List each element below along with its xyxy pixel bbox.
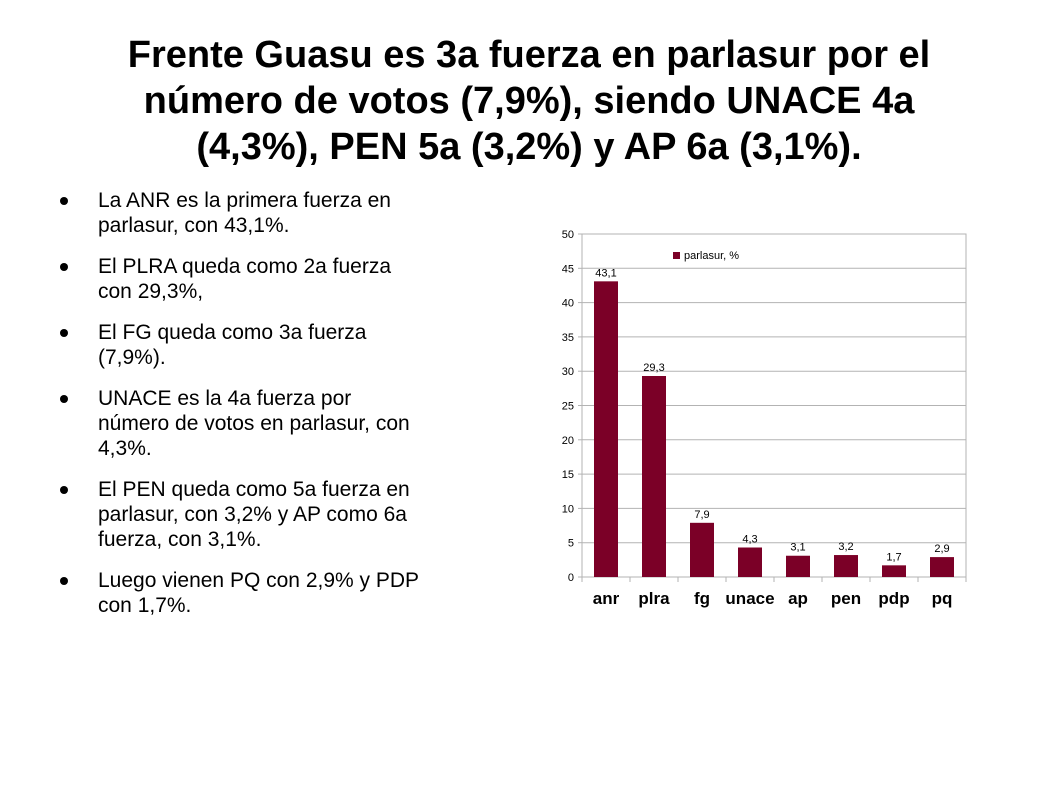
bar-unace [738, 547, 762, 577]
y-tick-label: 5 [568, 538, 574, 550]
data-label-pen: 3,2 [838, 541, 853, 553]
y-tick-label: 35 [562, 332, 574, 344]
bullet-text: El FG queda como 3a fuerza (7,9%). [98, 321, 367, 369]
y-tick-label: 30 [562, 366, 574, 378]
bar-pen [834, 555, 858, 577]
bullet-item: UNACE es la 4a fuerza por número de voto… [60, 386, 520, 461]
bullet-dot-icon [60, 329, 68, 337]
bar-pdp [882, 565, 906, 577]
data-label-anr: 43,1 [595, 267, 616, 279]
bar-anr [594, 281, 618, 577]
data-label-pq: 2,9 [934, 543, 949, 555]
data-label-unace: 4,3 [742, 534, 757, 546]
bullet-dot-icon [60, 486, 68, 494]
y-tick-label: 15 [562, 469, 574, 481]
bullet-list: La ANR es la primera fuerza en parlasur,… [60, 188, 520, 634]
bullet-dot-icon [60, 577, 68, 585]
data-label-pdp: 1,7 [886, 551, 901, 563]
bullet-item: La ANR es la primera fuerza en parlasur,… [60, 188, 520, 238]
bullet-text: El PEN queda como 5a fuerza en parlasur,… [98, 478, 410, 551]
x-tick-label-unace: unace [725, 589, 774, 608]
bar-plra [642, 376, 666, 577]
bar-ap [786, 555, 810, 577]
data-label-plra: 29,3 [643, 362, 664, 374]
bullet-dot-icon [60, 395, 68, 403]
bullet-item: Luego vienen PQ con 2,9% y PDP con 1,7%. [60, 568, 520, 618]
legend-swatch [673, 252, 680, 259]
x-tick-label-plra: plra [638, 589, 670, 608]
bar-pq [930, 557, 954, 577]
x-tick-label-pdp: pdp [878, 589, 909, 608]
bar-chart: 0 5 10 15 20 25 30 35 40 45 50 43,1 anr 29,3 plra 7,9 fg… [520, 215, 980, 615]
bullet-item: El PEN queda como 5a fuerza en parlasur,… [60, 477, 520, 552]
x-tick-label-pen: pen [831, 589, 861, 608]
title-line-2: número de votos (7,9%), siendo UNACE 4a [143, 80, 915, 122]
y-tick-label: 40 [562, 298, 574, 310]
bullet-item: El PLRA queda como 2a fuerza con 29,3%, [60, 254, 520, 304]
bullet-item: El FG queda como 3a fuerza (7,9%). [60, 320, 520, 370]
title-line-3: (4,3%), PEN 5a (3,2%) y AP 6a (3,1%). [196, 126, 862, 168]
x-tick-label-ap: ap [788, 589, 808, 608]
x-tick-label-fg: fg [694, 589, 710, 608]
x-tick-label-anr: anr [593, 589, 620, 608]
bullet-text: UNACE es la 4a fuerza por número de voto… [98, 387, 410, 460]
y-tick-label: 20 [562, 435, 574, 447]
y-tick-label: 45 [562, 263, 574, 275]
y-tick-label: 50 [562, 229, 574, 241]
bullet-text: El PLRA queda como 2a fuerza con 29,3%, [98, 255, 392, 303]
bullet-dot-icon [60, 263, 68, 271]
y-tick-label: 25 [562, 401, 574, 413]
data-label-fg: 7,9 [694, 509, 709, 521]
x-tick-label-pq: pq [932, 589, 953, 608]
y-tick-label: 0 [568, 572, 574, 584]
data-label-ap: 3,1 [790, 542, 805, 554]
y-tick-label: 10 [562, 503, 574, 515]
bullet-dot-icon [60, 197, 68, 205]
bullet-text: Luego vienen PQ con 2,9% y PDP con 1,7%. [98, 569, 420, 617]
slide-title: Frente Guasu es 3a fuerza en parlasur po… [40, 32, 1018, 170]
chart-svg: 0 5 10 15 20 25 30 35 40 45 50 43,1 anr 29,3 plra 7,9 fg… [562, 229, 967, 608]
bullet-text: La ANR es la primera fuerza en parlasur,… [98, 189, 391, 237]
legend-label: parlasur, % [684, 250, 739, 262]
title-line-1: Frente Guasu es 3a fuerza en parlasur po… [127, 34, 931, 76]
bar-fg [690, 522, 714, 577]
